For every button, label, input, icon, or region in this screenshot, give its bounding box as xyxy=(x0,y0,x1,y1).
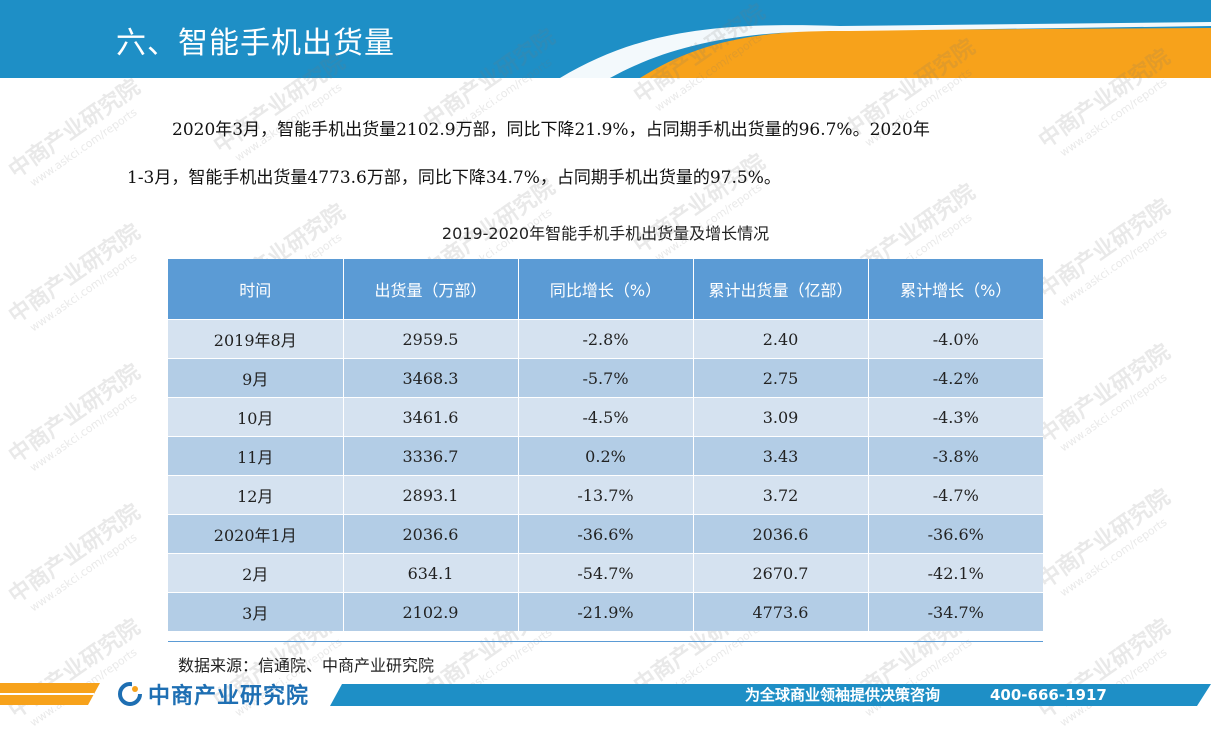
table-header-row: 时间 出货量（万部） 同比增长（%） 累计出货量（亿部） 累计增长（%） xyxy=(168,259,1043,320)
cell-cumulative-shipments: 2036.6 xyxy=(693,514,869,554)
cell-time: 2020年1月 xyxy=(168,514,344,554)
table-title: 2019-2020年智能手机手机出货量及增长情况 xyxy=(441,224,770,243)
cell-cumulative-shipments: 3.72 xyxy=(693,475,869,515)
cell-shipments: 3336.7 xyxy=(343,436,519,476)
footer-logo-text: 中商产业研究院 xyxy=(148,684,310,709)
cell-cumulative-shipments: 2.75 xyxy=(693,358,869,398)
askci-logo-icon xyxy=(118,682,142,706)
column-header-time: 时间 xyxy=(168,259,344,320)
cell-yoy-growth: 0.2% xyxy=(518,436,694,476)
table-row: 2月 634.1 -54.7% 2670.7 -42.1% xyxy=(168,553,1043,593)
table-row: 11月 3336.7 0.2% 3.43 -3.8% xyxy=(168,436,1043,476)
cell-shipments: 2102.9 xyxy=(343,592,519,631)
table-body: 2019年8月 2959.5 -2.8% 2.40 -4.0% 9月 3468.3 -5.7%… xyxy=(168,319,1043,631)
cell-shipments: 2959.5 xyxy=(343,319,519,359)
table-row: 3月 2102.9 -21.9% 4773.6 -34.7% xyxy=(168,592,1043,631)
cell-cumulative-shipments: 3.43 xyxy=(693,436,869,476)
cell-cumulative-growth: -4.3% xyxy=(868,397,1043,437)
cell-cumulative-growth: -4.0% xyxy=(868,319,1043,359)
cell-cumulative-shipments: 2670.7 xyxy=(693,553,869,593)
table-row: 12月 2893.1 -13.7% 3.72 -4.7% xyxy=(168,475,1043,515)
cell-cumulative-growth: -36.6% xyxy=(868,514,1043,554)
cell-time: 2019年8月 xyxy=(168,319,344,359)
column-header-shipments: 出货量（万部） xyxy=(343,259,519,320)
cell-shipments: 2036.6 xyxy=(343,514,519,554)
footer-bar xyxy=(330,684,1211,706)
cell-yoy-growth: -21.9% xyxy=(518,592,694,631)
cell-shipments: 634.1 xyxy=(343,553,519,593)
footer-slogan: 为全球商业领袖提供决策咨询 xyxy=(745,686,941,704)
intro-paragraph-1: 2020年3月，智能手机出货量2102.9万部，同比下降21.9%，占同期手机出… xyxy=(172,120,930,140)
cell-time: 2月 xyxy=(168,553,344,593)
footer-left-stripe xyxy=(0,683,100,705)
footer-phone: 400-666-1917 xyxy=(990,686,1107,704)
cell-cumulative-growth: -3.8% xyxy=(868,436,1043,476)
table-row: 9月 3468.3 -5.7% 2.75 -4.2% xyxy=(168,358,1043,398)
cell-time: 10月 xyxy=(168,397,344,437)
cell-yoy-growth: -13.7% xyxy=(518,475,694,515)
table-row: 2020年1月 2036.6 -36.6% 2036.6 -36.6% xyxy=(168,514,1043,554)
cell-yoy-growth: -4.5% xyxy=(518,397,694,437)
cell-yoy-growth: -2.8% xyxy=(518,319,694,359)
page-title: 六、智能手机出货量 xyxy=(116,26,395,61)
header-swoosh-decoration xyxy=(560,22,1211,78)
column-header-cumulative-shipments: 累计出货量（亿部） xyxy=(693,259,869,320)
cell-yoy-growth: -36.6% xyxy=(518,514,694,554)
intro-paragraph-2: 1-3月，智能手机出货量4773.6万部，同比下降34.7%，占同期手机出货量的… xyxy=(127,168,781,188)
table-bottom-rule xyxy=(168,641,1043,642)
cell-cumulative-shipments: 2.40 xyxy=(693,319,869,359)
cell-cumulative-growth: -42.1% xyxy=(868,553,1043,593)
cell-cumulative-shipments: 4773.6 xyxy=(693,592,869,631)
cell-cumulative-growth: -4.2% xyxy=(868,358,1043,398)
cell-shipments: 3461.6 xyxy=(343,397,519,437)
cell-shipments: 2893.1 xyxy=(343,475,519,515)
shipment-table: 时间 出货量（万部） 同比增长（%） 累计出货量（亿部） 累计增长（%） 201… xyxy=(168,259,1043,631)
cell-yoy-growth: -5.7% xyxy=(518,358,694,398)
cell-cumulative-shipments: 3.09 xyxy=(693,397,869,437)
data-source-note: 数据来源：信通院、中商产业研究院 xyxy=(178,656,435,675)
cell-time: 11月 xyxy=(168,436,344,476)
cell-cumulative-growth: -34.7% xyxy=(868,592,1043,631)
cell-shipments: 3468.3 xyxy=(343,358,519,398)
cell-time: 9月 xyxy=(168,358,344,398)
cell-cumulative-growth: -4.7% xyxy=(868,475,1043,515)
footer-logo: 中商产业研究院 xyxy=(118,680,310,709)
cell-time: 12月 xyxy=(168,475,344,515)
cell-time: 3月 xyxy=(168,592,344,631)
column-header-yoy-growth: 同比增长（%） xyxy=(518,259,694,320)
intro-text: 2020年3月，智能手机出货量2102.9万部，同比下降21.9%，占同期手机出… xyxy=(127,106,1067,202)
cell-yoy-growth: -54.7% xyxy=(518,553,694,593)
table-row: 10月 3461.6 -4.5% 3.09 -4.3% xyxy=(168,397,1043,437)
header-banner: 六、智能手机出货量 xyxy=(0,0,1211,78)
column-header-cumulative-growth: 累计增长（%） xyxy=(868,259,1043,320)
table-row: 2019年8月 2959.5 -2.8% 2.40 -4.0% xyxy=(168,319,1043,359)
